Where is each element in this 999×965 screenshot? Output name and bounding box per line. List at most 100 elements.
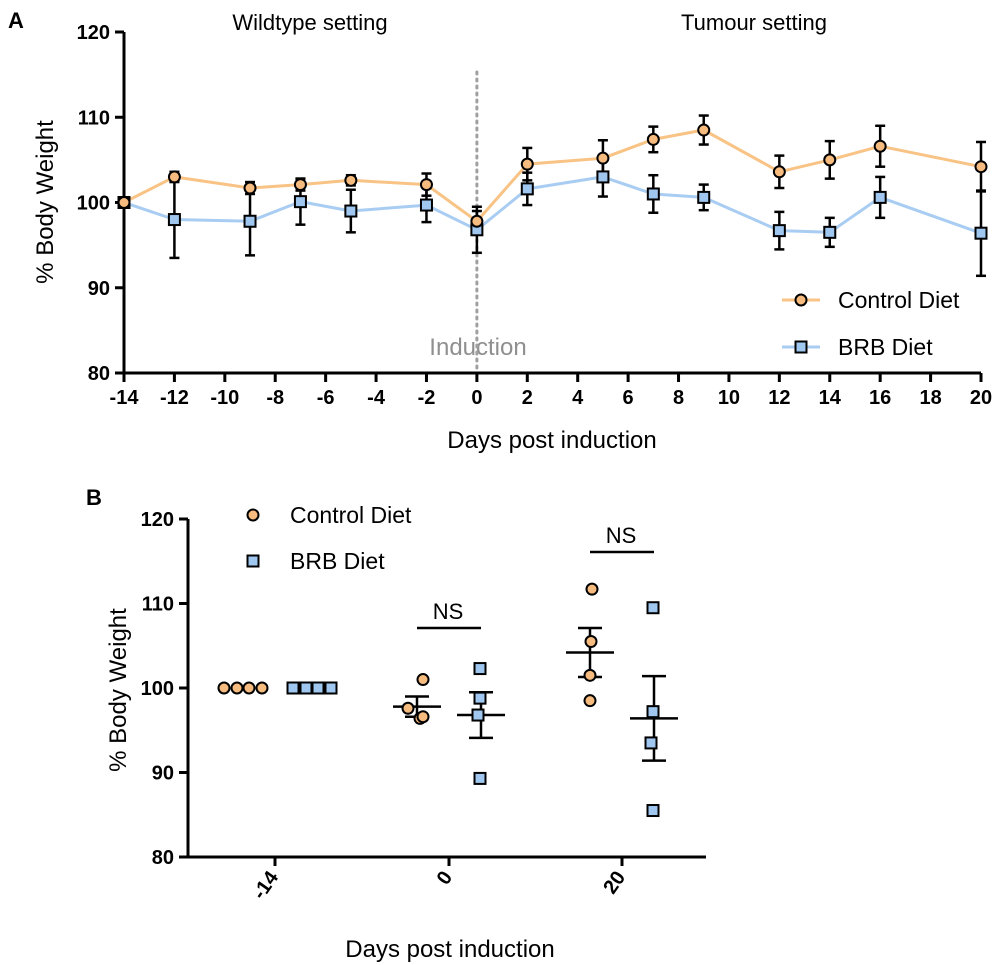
data-point-brb: [646, 804, 660, 818]
panel-a-x-tick-label: 16: [869, 387, 891, 409]
data-point-brb: [646, 705, 660, 719]
data-point-control: [416, 673, 430, 687]
data-point-control: [117, 196, 131, 209]
panel-a-y-axis-title: % Body Weight: [32, 120, 59, 284]
panel-a-y-tick-label: 100: [77, 193, 110, 215]
data-point-control: [401, 701, 415, 715]
data-point-brb: [243, 214, 257, 228]
data-point-control: [583, 694, 597, 708]
panel-a-x-tick-label: -10: [210, 387, 239, 409]
data-point-brb: [473, 771, 487, 785]
panel-a-x-tick-label: 12: [768, 387, 790, 409]
panel-a-legend: Control Diet BRB Diet: [782, 287, 960, 360]
data-point-brb: [311, 681, 325, 695]
data-point-control: [167, 170, 181, 184]
data-point-control: [583, 668, 597, 682]
panel-a-plot: 80 90 100 110 120 -14 -12 -10 -8 -6 -4 -2 0 2 4 6 8 10 12 1…: [77, 22, 993, 409]
panel-a-x-tick-label: 18: [919, 387, 941, 409]
data-point-brb: [697, 190, 711, 204]
data-point-brb: [471, 708, 485, 722]
panel-b-y-axis-title: % Body Weight: [105, 608, 132, 772]
panel-a-x-tick-label: 6: [623, 387, 634, 409]
legend-b-control-marker: [246, 508, 260, 522]
data-point-control: [585, 582, 599, 596]
data-point-control: [293, 178, 307, 192]
wildtype-setting-label: Wildtype setting: [232, 10, 387, 35]
legend-brb-label: BRB Diet: [838, 334, 933, 360]
data-point-control: [873, 139, 887, 153]
panel-b-letter: B: [86, 485, 102, 510]
panel-a-x-tick-label: 8: [673, 387, 684, 409]
panel-b-x-tick-label: -14: [248, 867, 283, 904]
panel-a-y-tick-label: 80: [88, 363, 110, 385]
data-point-brb: [646, 187, 660, 201]
data-point-control: [242, 681, 256, 695]
data-point-brb: [286, 681, 300, 695]
panel-a-y-tick-label: 120: [77, 22, 110, 44]
data-point-control: [230, 681, 244, 695]
data-point-brb: [473, 691, 487, 705]
data-point-control: [470, 214, 484, 228]
data-point-control: [344, 173, 358, 187]
data-point-control: [697, 123, 711, 137]
data-point-brb: [596, 170, 610, 184]
panel-b-y-tick-label: 120: [141, 509, 174, 531]
panel-b-plot: 80 90 100 110 120 -14 0 20 NS NS: [141, 509, 706, 904]
data-point-control: [416, 710, 430, 724]
panel-a-x-tick-label: 4: [572, 387, 584, 409]
legend-b-brb-label: BRB Diet: [290, 548, 385, 574]
panel-a-x-tick-label: 14: [819, 387, 842, 409]
data-point-brb: [344, 204, 358, 218]
significance-label: NS: [606, 523, 637, 548]
legend-control-label: Control Diet: [838, 287, 960, 313]
panel-a-x-tick-label: -12: [160, 387, 189, 409]
panel-a-x-tick-label: -4: [367, 387, 386, 409]
data-point-control: [823, 153, 837, 167]
panel-b-y-tick-label: 110: [142, 594, 174, 616]
data-point-control: [243, 181, 257, 195]
data-point-brb: [167, 213, 181, 227]
data-point-brb: [299, 681, 313, 695]
data-point-brb: [772, 224, 786, 238]
panel-b-legend: Control Diet BRB Diet: [246, 502, 412, 574]
data-point-control: [596, 151, 610, 165]
data-point-control: [974, 160, 988, 174]
panel-a-letter: A: [8, 8, 24, 33]
legend-b-brb-marker: [246, 554, 260, 568]
significance-label: NS: [433, 599, 464, 624]
data-point-brb: [419, 198, 433, 212]
panel-a-x-tick-label: 2: [522, 387, 533, 409]
panel-a-x-tick-label: 0: [471, 387, 482, 409]
panel-b-x-tick-label: 20: [599, 867, 630, 898]
data-point-brb: [823, 225, 837, 239]
data-point-brb: [646, 601, 660, 615]
data-point-control: [419, 178, 433, 192]
panel-b-y-tick-label: 80: [152, 847, 174, 869]
data-point-control: [646, 132, 660, 146]
data-point-brb: [473, 662, 487, 676]
panel-a-y-tick-label: 110: [78, 107, 110, 129]
tumour-setting-label: Tumour setting: [681, 10, 827, 35]
panel-a-x-tick-label: 20: [970, 387, 992, 409]
data-point-control: [255, 681, 269, 695]
data-point-control: [584, 635, 598, 649]
panel-b-x-tick-label: 0: [433, 867, 457, 889]
panel-b-x-axis-title: Days post induction: [345, 936, 554, 963]
panel-a-x-tick-label: -6: [317, 387, 335, 409]
panel-a-x-tick-label: 10: [718, 387, 740, 409]
data-point-brb: [293, 195, 307, 209]
panel-a-x-axis-title: Days post induction: [447, 427, 656, 454]
panel-a-x-tick-label: -8: [266, 387, 284, 409]
legend-b-control-label: Control Diet: [290, 502, 412, 528]
data-point-brb: [520, 182, 534, 196]
data-point-brb: [644, 736, 658, 750]
series-line-control: [123, 128, 982, 223]
data-point-control: [217, 681, 231, 695]
panel-a-x-tick-label: -14: [110, 387, 140, 409]
data-point-control: [772, 165, 786, 179]
data-point-brb: [324, 681, 338, 695]
panel-a-y-tick-label: 90: [88, 278, 110, 300]
panel-b-y-tick-label: 90: [152, 763, 174, 785]
legend-brb-marker: [794, 340, 808, 354]
